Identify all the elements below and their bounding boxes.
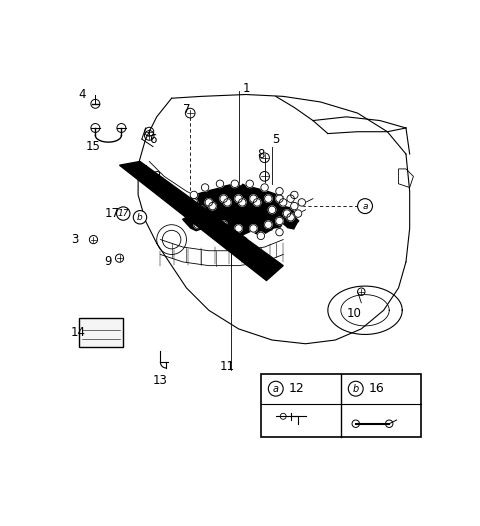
Circle shape [117,207,130,220]
Text: 17: 17 [118,209,129,218]
Text: 1: 1 [242,83,250,95]
Text: 16: 16 [369,382,384,395]
Polygon shape [208,222,226,236]
Circle shape [358,199,372,214]
Circle shape [276,195,283,203]
Text: 17: 17 [105,207,120,220]
Text: 13: 13 [153,375,168,388]
Circle shape [290,191,298,199]
Circle shape [205,199,213,206]
Polygon shape [182,201,203,217]
Circle shape [239,199,246,206]
Bar [261,373,421,437]
Text: 8: 8 [257,147,264,160]
Polygon shape [270,200,291,214]
Polygon shape [215,215,230,228]
Text: 10: 10 [347,308,361,320]
Circle shape [202,184,209,191]
Polygon shape [189,203,247,227]
Text: 12: 12 [289,382,304,395]
Circle shape [264,221,272,228]
Text: 5: 5 [272,133,279,146]
Circle shape [276,187,283,195]
Polygon shape [182,186,283,222]
Circle shape [268,206,276,214]
Circle shape [190,199,198,206]
Circle shape [224,199,231,206]
Polygon shape [251,206,269,220]
Polygon shape [192,218,209,229]
Circle shape [253,199,261,206]
Circle shape [250,195,257,203]
Polygon shape [200,195,216,205]
Circle shape [179,206,186,214]
Circle shape [264,195,272,203]
Circle shape [276,228,283,236]
Circle shape [287,214,294,221]
Polygon shape [256,193,272,207]
Text: 6: 6 [149,133,157,146]
Circle shape [133,210,147,224]
Text: b: b [353,383,359,393]
Text: 11: 11 [220,360,235,372]
Circle shape [250,225,257,232]
Polygon shape [183,205,219,231]
Circle shape [228,232,235,239]
Circle shape [235,225,242,232]
Circle shape [190,191,198,199]
Polygon shape [190,190,259,222]
Circle shape [220,221,228,228]
Polygon shape [206,196,281,222]
Polygon shape [236,184,254,198]
Polygon shape [230,229,247,244]
Circle shape [290,203,298,210]
Bar [79,318,123,348]
Circle shape [205,217,213,225]
Circle shape [283,210,290,217]
Polygon shape [252,206,297,228]
Circle shape [209,225,216,232]
Polygon shape [217,184,265,206]
Circle shape [194,210,202,217]
Circle shape [294,210,302,217]
Circle shape [287,195,294,203]
Polygon shape [398,169,413,187]
Circle shape [209,203,216,210]
Text: 14: 14 [71,326,86,339]
Text: b: b [137,213,143,222]
Circle shape [261,184,268,191]
Text: a: a [362,201,368,210]
Text: 3: 3 [71,233,79,246]
Text: 4: 4 [79,88,86,101]
Circle shape [216,180,224,187]
Circle shape [194,221,202,228]
Polygon shape [258,220,277,233]
Text: a: a [273,383,279,393]
Circle shape [231,180,239,187]
Circle shape [298,199,306,206]
Circle shape [276,217,283,225]
Text: 2: 2 [153,170,160,183]
Circle shape [198,206,205,214]
Polygon shape [283,214,299,229]
Polygon shape [187,201,273,237]
Circle shape [279,199,287,206]
Circle shape [235,195,242,203]
Text: 7: 7 [183,103,190,116]
Circle shape [246,180,253,187]
Circle shape [186,203,194,210]
Polygon shape [120,161,283,280]
Circle shape [220,195,228,203]
Text: 15: 15 [86,140,101,153]
Circle shape [183,199,190,206]
Circle shape [257,232,264,239]
Polygon shape [224,207,288,236]
Polygon shape [208,213,251,237]
Text: 9: 9 [105,256,112,268]
Circle shape [190,214,198,221]
